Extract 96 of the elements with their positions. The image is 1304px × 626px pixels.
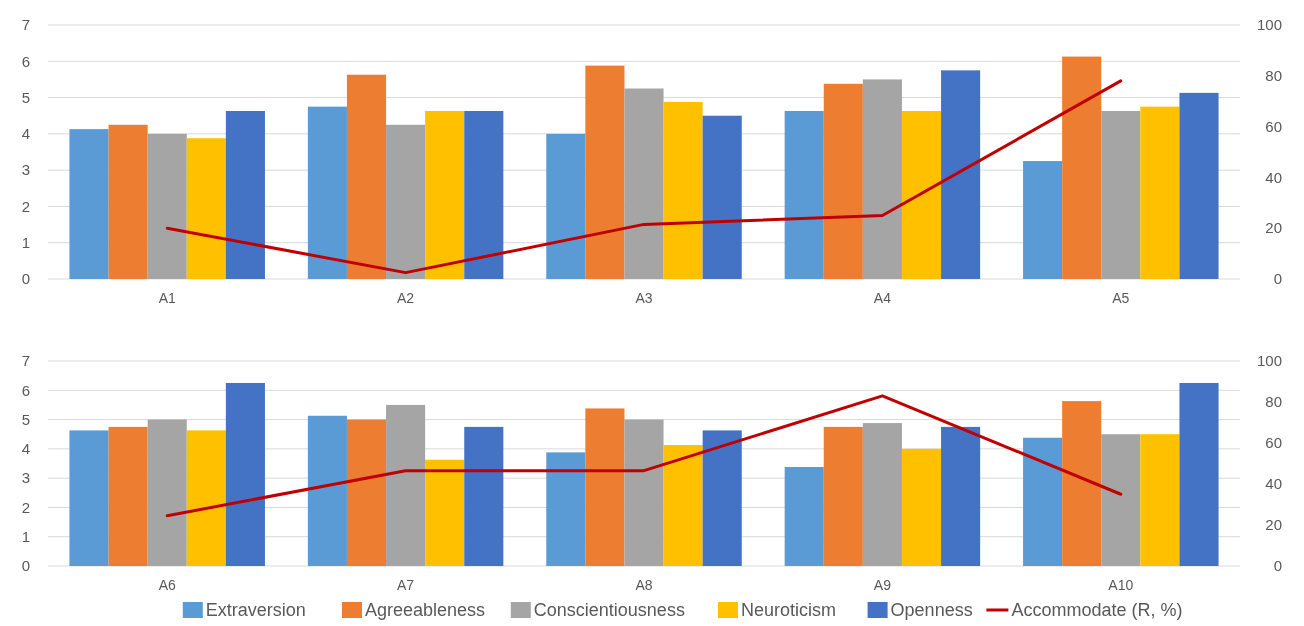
y-tick-label: 6 [21,381,30,399]
bar [1179,382,1219,566]
bar [624,88,664,279]
bar [69,430,109,566]
bar [1062,401,1102,566]
x-tick-label: A10 [1108,577,1134,593]
bar [1140,434,1180,566]
bar [546,452,586,566]
bar [663,101,703,279]
legend-label: Accommodate (R, %) [1011,600,1183,621]
y-tick-label: 7 [21,352,30,370]
bar [1179,92,1219,279]
bar [307,415,347,566]
bar [464,111,504,279]
y-tick-label: 4 [21,125,30,143]
bar [186,138,226,279]
legend-label: Openness [890,600,973,621]
bar [425,459,465,566]
bar [862,79,902,279]
x-tick-label: A1 [158,290,176,306]
bar [901,448,942,566]
bar [1101,111,1141,279]
bar [784,467,824,566]
bar [307,106,347,279]
legend-label: Agreeableness [365,600,486,621]
legend-label: Extraversion [205,600,306,621]
y-tick-label: 1 [21,527,30,545]
y-tick-label: 5 [21,88,30,106]
line-series [165,79,1123,275]
bar [69,129,109,279]
bar [225,111,265,279]
y-tick-label: 5 [21,410,30,428]
bar [546,133,586,279]
bar [346,74,387,279]
bar [1023,161,1063,279]
bar [702,115,742,279]
y2-tick-label: 40 [1265,168,1282,186]
y2-tick-label: 100 [1256,16,1282,34]
bar [624,419,664,566]
y-tick-label: 2 [21,197,30,215]
y2-tick-label: 60 [1265,434,1282,452]
x-tick-label: A8 [635,577,653,593]
x-tick-label: A4 [873,290,892,306]
bar [823,83,863,279]
legend-label: Conscientiousness [533,600,685,621]
line-series [165,394,1123,518]
y-tick-label: 1 [21,233,30,251]
bar [941,70,981,279]
bar [346,419,387,566]
legend-label: Neuroticism [741,600,837,621]
y-tick-label: 6 [21,52,30,70]
bar [464,426,504,566]
y2-tick-label: 20 [1265,516,1282,534]
bar [585,408,625,566]
y-tick-label: 7 [21,16,30,34]
x-tick-label: A6 [158,577,176,593]
bar [901,111,942,279]
y2-tick-label: 0 [1273,270,1282,288]
bar [663,445,703,566]
y-tick-label: 0 [21,270,30,288]
y-tick-label: 4 [21,440,30,458]
y2-tick-label: 60 [1265,117,1282,135]
bar [862,423,902,566]
y2-tick-label: 80 [1265,67,1282,85]
bar [941,426,981,566]
bar [147,133,187,279]
bar [225,382,265,566]
bar [425,111,465,279]
bar [784,111,824,279]
x-tick-label: A5 [1112,290,1130,306]
y2-tick-label: 80 [1265,393,1282,411]
x-tick-label: A7 [397,577,415,593]
y-tick-label: 2 [21,498,30,516]
bar [585,65,625,279]
y2-tick-label: 20 [1265,219,1282,237]
x-tick-label: A3 [635,290,653,306]
bar [702,430,742,566]
y2-tick-label: 0 [1273,557,1282,575]
y2-tick-label: 100 [1256,352,1282,370]
bar [386,124,426,279]
bar [823,426,863,566]
bar [108,426,148,566]
bar [386,404,426,566]
y-tick-label: 3 [21,469,30,487]
bar [108,124,148,279]
bar [1101,434,1141,566]
bar [1062,56,1102,279]
bar [1140,106,1180,279]
bar [1023,437,1063,566]
x-tick-label: A9 [873,577,892,593]
y-tick-label: 3 [21,161,30,179]
y-tick-label: 0 [21,557,30,575]
bar [186,430,226,566]
y2-tick-label: 40 [1265,475,1282,493]
bar [147,419,187,566]
x-tick-label: A2 [397,290,415,306]
